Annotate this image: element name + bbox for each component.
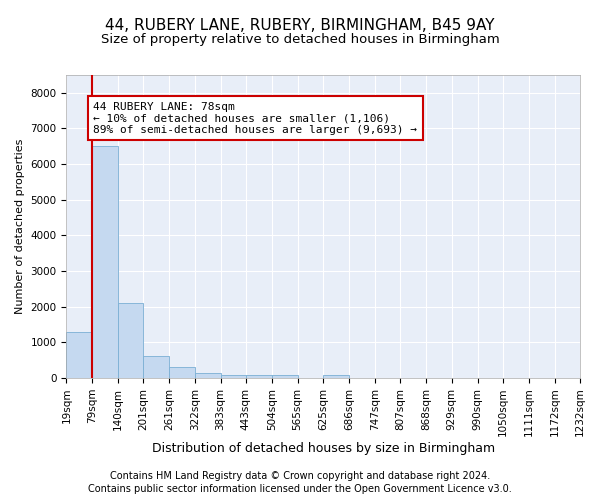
Text: Contains HM Land Registry data © Crown copyright and database right 2024.: Contains HM Land Registry data © Crown c… xyxy=(110,471,490,481)
Y-axis label: Number of detached properties: Number of detached properties xyxy=(15,139,25,314)
Text: Size of property relative to detached houses in Birmingham: Size of property relative to detached ho… xyxy=(101,32,499,46)
Text: 44 RUBERY LANE: 78sqm
← 10% of detached houses are smaller (1,106)
89% of semi-d: 44 RUBERY LANE: 78sqm ← 10% of detached … xyxy=(93,102,417,135)
Text: 44, RUBERY LANE, RUBERY, BIRMINGHAM, B45 9AY: 44, RUBERY LANE, RUBERY, BIRMINGHAM, B45… xyxy=(105,18,495,32)
Bar xyxy=(143,356,169,378)
Bar xyxy=(323,375,349,378)
X-axis label: Distribution of detached houses by size in Birmingham: Distribution of detached houses by size … xyxy=(152,442,495,455)
Bar xyxy=(169,368,194,378)
Bar xyxy=(67,332,92,378)
Bar xyxy=(272,375,298,378)
Bar xyxy=(92,146,118,378)
Text: Contains public sector information licensed under the Open Government Licence v3: Contains public sector information licen… xyxy=(88,484,512,494)
Bar xyxy=(246,375,272,378)
Bar xyxy=(194,372,221,378)
Bar xyxy=(221,375,246,378)
Bar xyxy=(118,303,143,378)
